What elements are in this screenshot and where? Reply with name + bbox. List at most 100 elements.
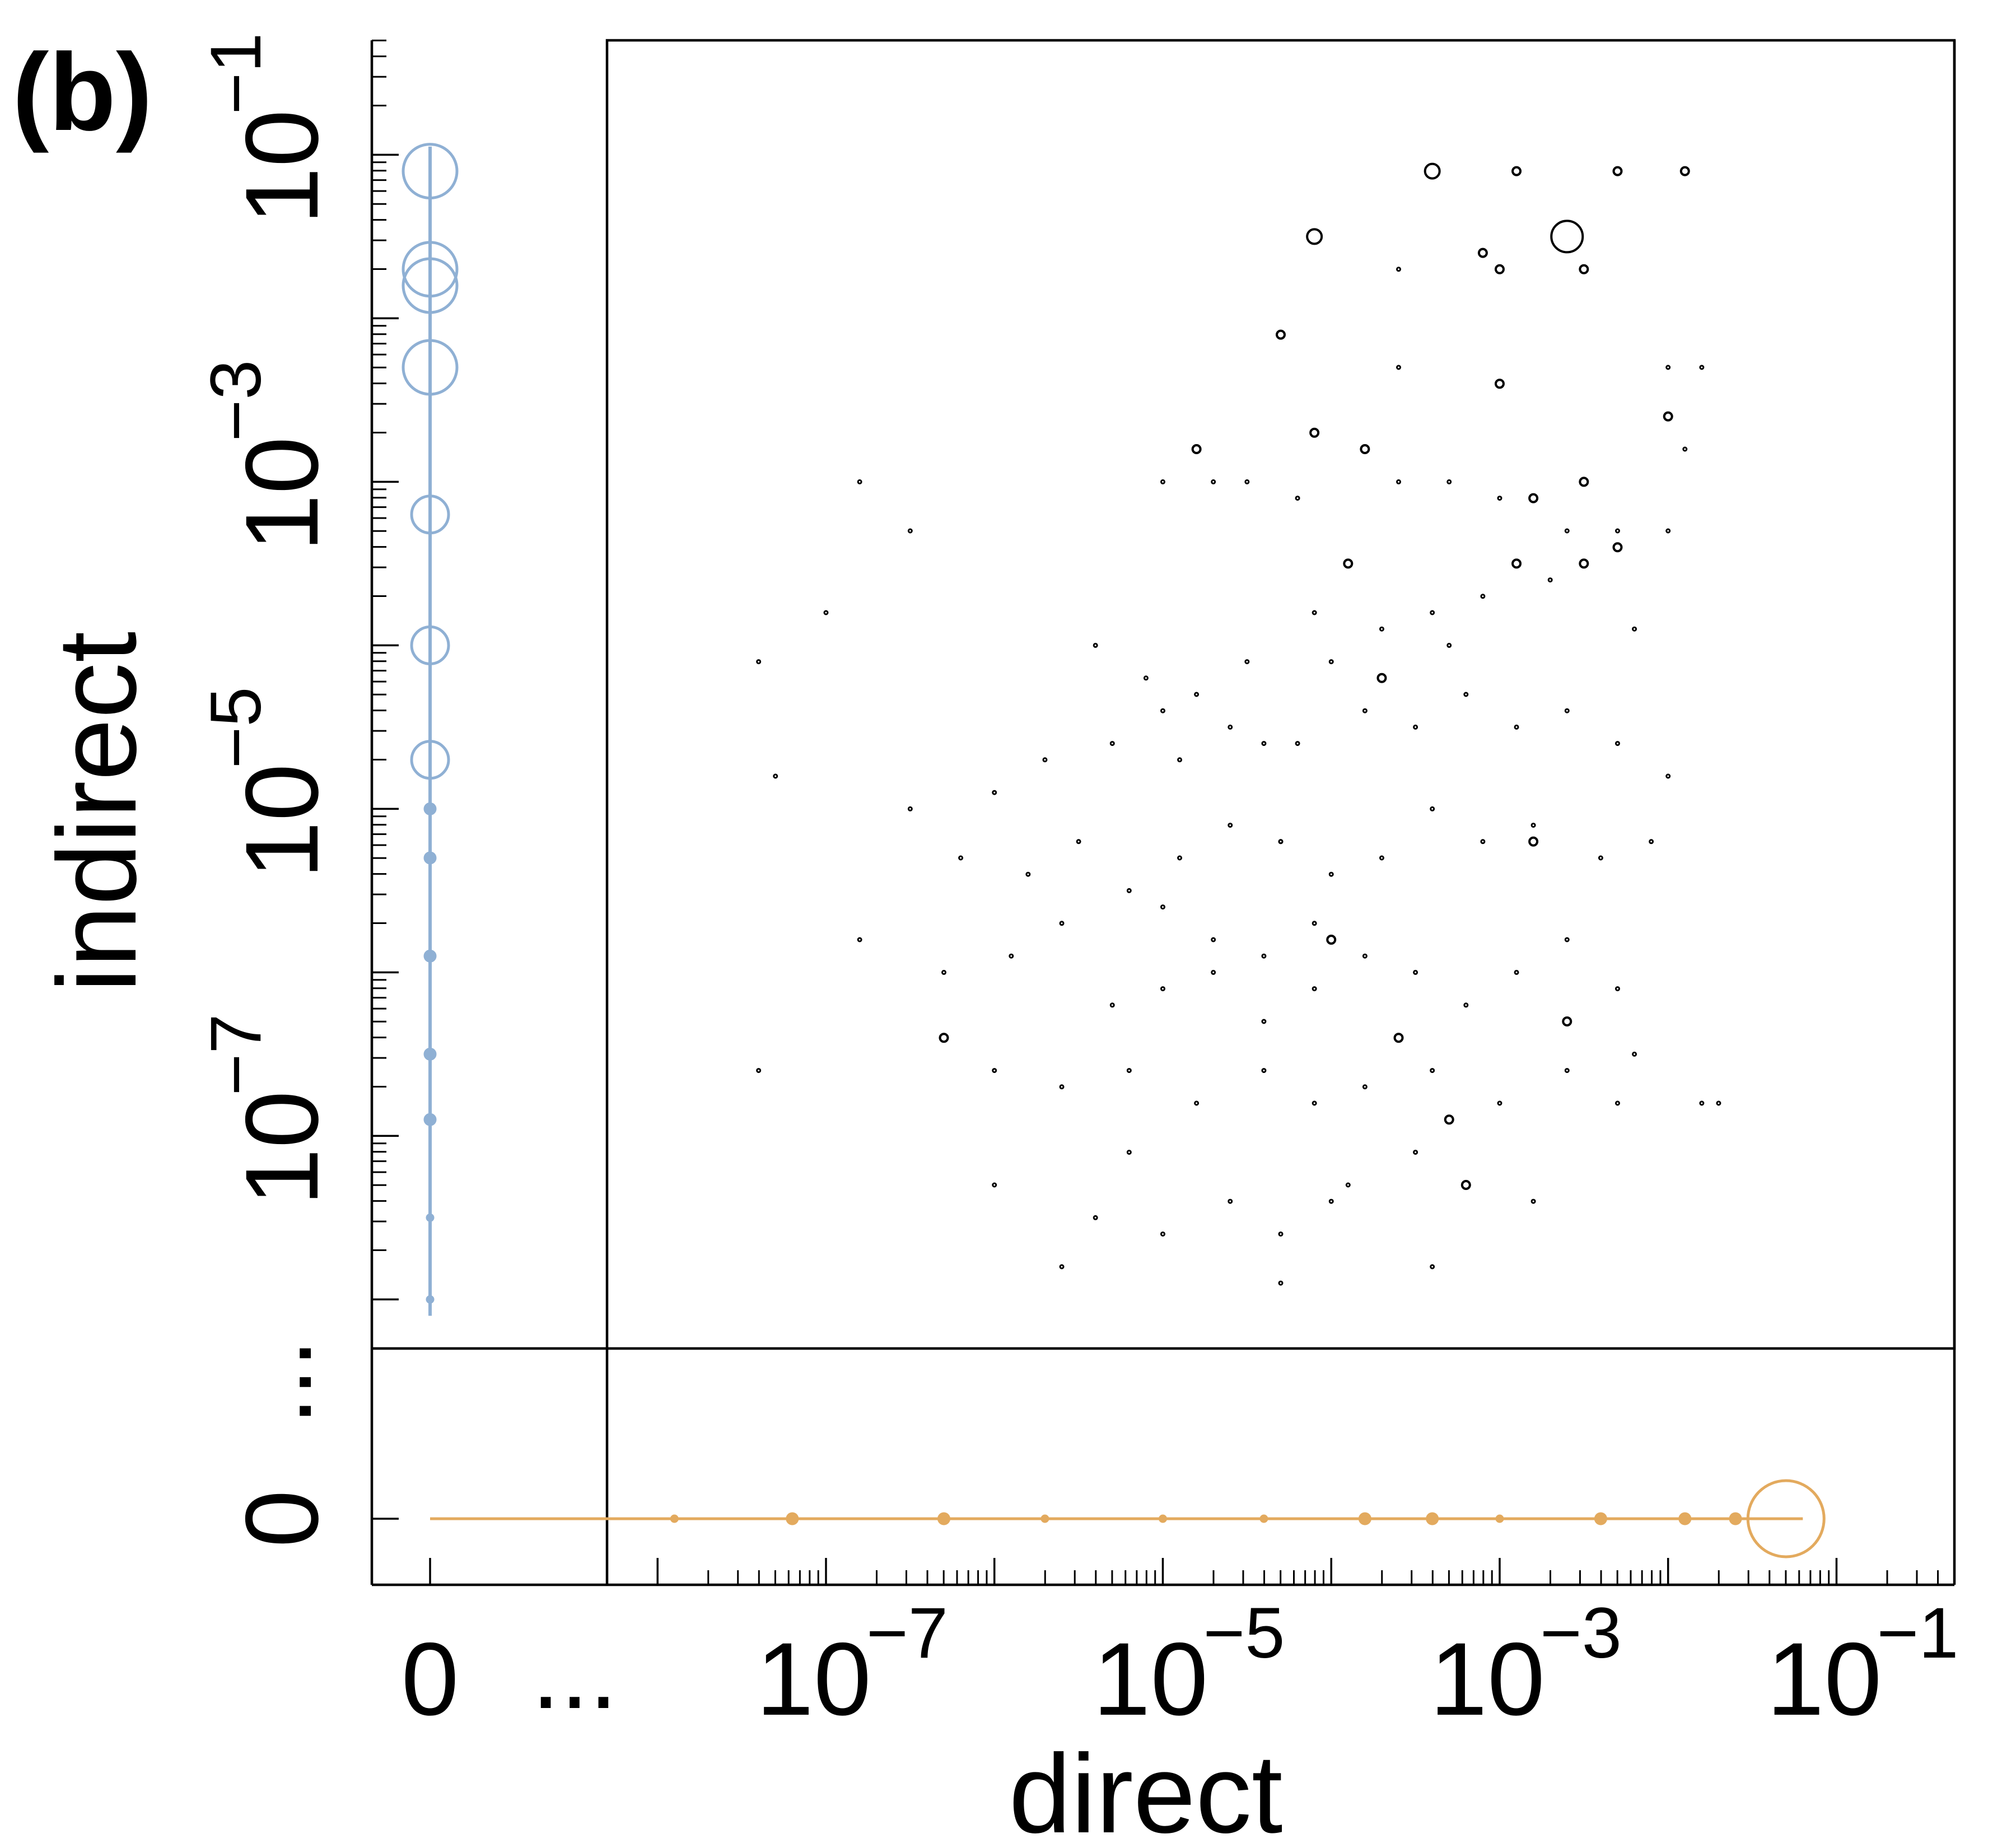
scatter-point — [1191, 444, 1202, 454]
scatter-point — [1360, 444, 1370, 454]
scatter-point — [1550, 220, 1584, 254]
scatter-point — [1261, 1068, 1267, 1074]
scatter-point — [1396, 365, 1402, 370]
scatter-point — [1328, 1198, 1334, 1204]
y-tick-label: 10 — [225, 1091, 340, 1206]
scatter-point — [1362, 708, 1368, 713]
scatter-point — [1244, 479, 1250, 484]
x-zero-tick-label: 0 — [402, 1622, 459, 1737]
scatter-point — [1430, 806, 1435, 811]
scatter-point — [1497, 1100, 1502, 1106]
direct-zero-point — [410, 740, 450, 780]
scatter-point — [1564, 1068, 1570, 1074]
scatter-point — [1699, 1100, 1705, 1106]
direct-zero-point — [423, 949, 437, 963]
indirect-zero-point — [1040, 1514, 1049, 1523]
scatter-point — [1278, 1231, 1284, 1237]
scatter-point — [1665, 773, 1671, 779]
scatter-point — [1716, 1100, 1721, 1106]
scatter-point — [1276, 329, 1286, 340]
scatter-point — [1477, 248, 1488, 258]
scatter-point — [1126, 1068, 1132, 1074]
scatter-point — [1615, 528, 1620, 534]
indirect-zero-point — [937, 1512, 950, 1525]
scatter-point — [1042, 757, 1048, 763]
indirect-zero-point — [1259, 1514, 1268, 1523]
scatter-point — [1009, 953, 1014, 959]
y-break-ellipsis: ... — [218, 1339, 333, 1425]
y-tick-labels: 10−710−510−310−1 — [196, 32, 340, 1206]
indirect-zero-point — [670, 1514, 679, 1523]
scatter-point — [1682, 446, 1688, 452]
scatter-point — [756, 659, 762, 665]
scatter-point — [1126, 1150, 1132, 1155]
y-tick-exponent: −1 — [196, 32, 276, 114]
scatter-point — [1376, 673, 1387, 683]
scatter-point — [1379, 626, 1384, 632]
scatter-point — [1109, 1002, 1115, 1008]
scatter-point — [1261, 953, 1267, 959]
scatter-point — [1530, 823, 1536, 828]
scatter-point — [1396, 267, 1402, 272]
direct-zero-point — [426, 1213, 435, 1222]
scatter-point — [1278, 839, 1284, 844]
scatter-point — [1430, 1264, 1435, 1270]
scatter-point — [1059, 921, 1065, 926]
scatter-point — [1126, 888, 1132, 893]
indirect-zero-point — [1678, 1512, 1692, 1525]
direct-zero-point — [423, 1047, 437, 1061]
scatter-point — [1160, 1231, 1165, 1237]
scatter-point — [1632, 626, 1637, 632]
scatter-point — [1446, 642, 1452, 648]
scatter-point — [1665, 365, 1671, 370]
scatter-point — [1211, 479, 1216, 484]
scatter-point — [1514, 969, 1519, 975]
scatter-point — [1194, 1100, 1200, 1106]
y-tick-label-group: 10−3 — [196, 360, 340, 552]
scatter-point — [1649, 839, 1654, 844]
scatter-point — [1312, 921, 1317, 926]
scatter-point — [1497, 496, 1502, 501]
scatter-point — [1160, 986, 1165, 992]
scatter-point — [1547, 577, 1553, 583]
scatter-point — [1444, 1114, 1454, 1125]
scatter-point — [1309, 427, 1320, 438]
x-break-ellipsis: ... — [531, 1615, 618, 1730]
y-tick-exponent: −3 — [196, 360, 276, 441]
scatter-point — [1160, 708, 1165, 713]
scatter-point — [1463, 692, 1469, 697]
scatter-point — [1460, 1180, 1471, 1190]
scatter-point — [1598, 855, 1603, 861]
scatter-point — [1463, 1002, 1469, 1008]
main-scatter-points — [756, 162, 1721, 1286]
scatter-point — [1699, 365, 1705, 370]
scatter-point — [857, 937, 862, 942]
y-tick-label: 10 — [225, 110, 340, 225]
scatter-point — [1295, 741, 1300, 746]
scatter-point — [907, 806, 913, 811]
direct-zero-point — [426, 1295, 435, 1304]
direct-zero-point — [402, 241, 459, 298]
indirect-zero-point — [1426, 1512, 1439, 1525]
direct-zero-point — [423, 851, 437, 865]
scatter-point — [1424, 162, 1441, 180]
direct-zero-point — [423, 802, 437, 815]
scatter-point — [1663, 411, 1673, 422]
scatter-point — [857, 479, 862, 484]
scatter-point — [1528, 493, 1539, 503]
indirect-zero-point — [1729, 1512, 1742, 1525]
scatter-point — [1562, 1016, 1572, 1026]
direct-zero-point — [410, 625, 450, 665]
scatter-point — [1328, 659, 1334, 665]
scatter-point — [1295, 496, 1300, 501]
scatter-point — [773, 773, 778, 779]
scatter-point — [1480, 594, 1486, 599]
scatter-point — [1343, 558, 1354, 569]
direct-zero-point — [402, 143, 459, 200]
scatter-point — [1177, 757, 1183, 763]
scatter-point — [1430, 610, 1435, 615]
scatter-point — [1362, 1084, 1368, 1090]
scatter-point — [1494, 379, 1505, 389]
direct-zero-point — [423, 1113, 437, 1126]
scatter-point — [941, 969, 946, 975]
